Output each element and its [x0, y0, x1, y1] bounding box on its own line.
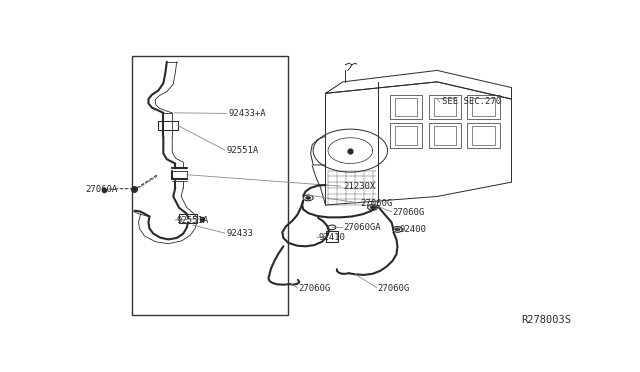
Bar — [429, 124, 461, 148]
Bar — [179, 215, 197, 222]
Bar — [472, 97, 495, 116]
Text: 92410: 92410 — [318, 234, 345, 243]
Text: 27060G: 27060G — [392, 208, 425, 217]
Bar — [132, 56, 288, 315]
Circle shape — [306, 196, 310, 199]
Text: 27060A: 27060A — [85, 185, 117, 194]
Text: 27060G: 27060G — [298, 283, 330, 293]
Circle shape — [370, 206, 375, 209]
Bar — [395, 97, 417, 116]
Bar — [434, 97, 456, 116]
Text: 92433: 92433 — [227, 229, 253, 238]
Bar — [467, 124, 500, 148]
Text: R278003S: R278003S — [521, 315, 571, 325]
Bar — [472, 126, 495, 145]
Text: 27060G: 27060G — [378, 283, 410, 293]
Bar — [326, 231, 339, 242]
Text: 27060G: 27060G — [360, 199, 392, 208]
Text: 21230X: 21230X — [343, 182, 375, 191]
Text: 92400: 92400 — [400, 225, 427, 234]
Text: 92551A: 92551A — [227, 146, 259, 155]
Text: 27060GA: 27060GA — [343, 224, 381, 232]
Bar — [429, 95, 461, 119]
Text: 92551A: 92551A — [177, 216, 209, 225]
Text: SEE SEC.270: SEE SEC.270 — [442, 97, 501, 106]
Bar — [390, 95, 422, 119]
Text: 92433+A: 92433+A — [229, 109, 266, 118]
Bar — [467, 95, 500, 119]
Bar — [434, 126, 456, 145]
Circle shape — [395, 228, 400, 231]
Bar — [390, 124, 422, 148]
Bar — [158, 121, 178, 130]
Bar — [395, 126, 417, 145]
